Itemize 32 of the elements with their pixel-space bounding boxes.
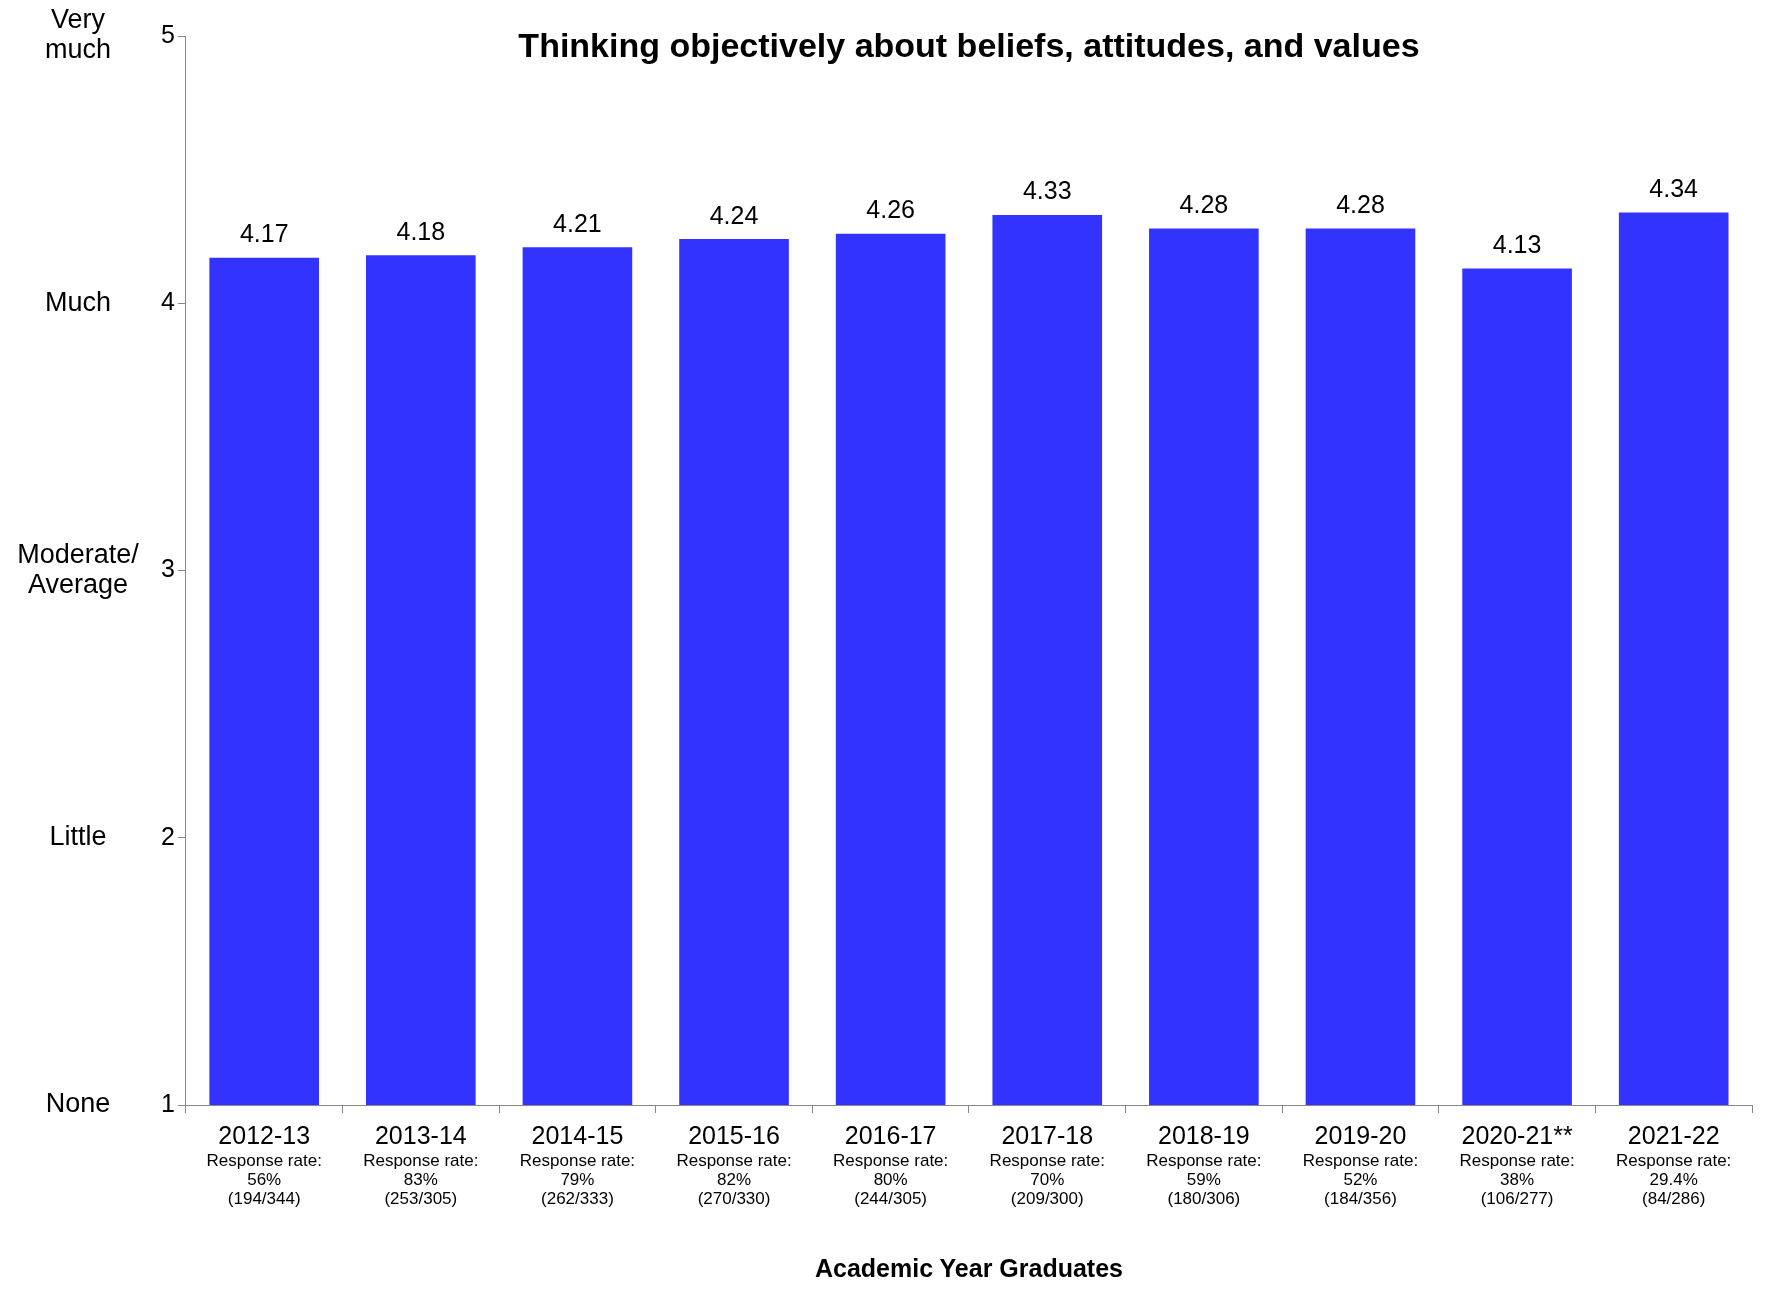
text: None xyxy=(45,1088,111,1119)
data-label: 4.28 xyxy=(1336,189,1385,218)
y-tick-label: 2 xyxy=(161,821,175,850)
data-label: 4.34 xyxy=(1649,173,1699,202)
x-tick-label: 2016-17 Response rate: 80% (244/305) xyxy=(833,1120,949,1208)
data-label: 4.26 xyxy=(866,195,915,224)
y-tick-label: 5 xyxy=(161,19,175,48)
x-tick-label: 2017-18 Response rate: 70% (209/300) xyxy=(989,1120,1105,1208)
text: Moderate/ Average xyxy=(17,538,140,599)
x-axis-title: Academic Year Graduates xyxy=(814,1253,1123,1282)
data-label: 4.33 xyxy=(1022,176,1072,205)
y-tick-label: 1 xyxy=(161,1088,175,1117)
x-tick-label: 2015-16 Response rate: 82% (270/330) xyxy=(676,1120,792,1208)
x-tick-label: 2020-21** Response rate: 38% (106/277) xyxy=(1459,1120,1575,1208)
data-label: 4.21 xyxy=(553,208,602,237)
x-tick-label: 2013-14 Response rate: 83% (253/305) xyxy=(363,1120,479,1208)
text: Little xyxy=(49,821,107,852)
x-tick-label: 2018-19 Response rate: 59% (180/306) xyxy=(1146,1120,1262,1208)
data-label: 4.18 xyxy=(396,216,446,245)
text: Much xyxy=(44,286,112,317)
data-label: 4.24 xyxy=(709,200,759,229)
data-label: 4.13 xyxy=(1492,229,1542,258)
x-tick-label: 2021-22 Response rate: 29.4% (84/286) xyxy=(1616,1120,1732,1208)
y-tick-label: 4 xyxy=(161,287,175,316)
data-label: 4.17 xyxy=(239,219,289,248)
x-tick-label: 2012-13 Response rate: 56% (194/344) xyxy=(206,1120,322,1208)
x-tick-label: 2019-20 Response rate: 52% (184/356) xyxy=(1302,1120,1419,1208)
chart-title: Thinking objectively about beliefs, attitudes, and values xyxy=(518,26,1420,65)
data-label: 4.28 xyxy=(1179,189,1229,218)
y-tick-label: 3 xyxy=(161,554,175,583)
x-tick-label: 2014-15 Response rate: 79% (262/333) xyxy=(519,1120,636,1208)
text: Very much xyxy=(44,4,112,65)
